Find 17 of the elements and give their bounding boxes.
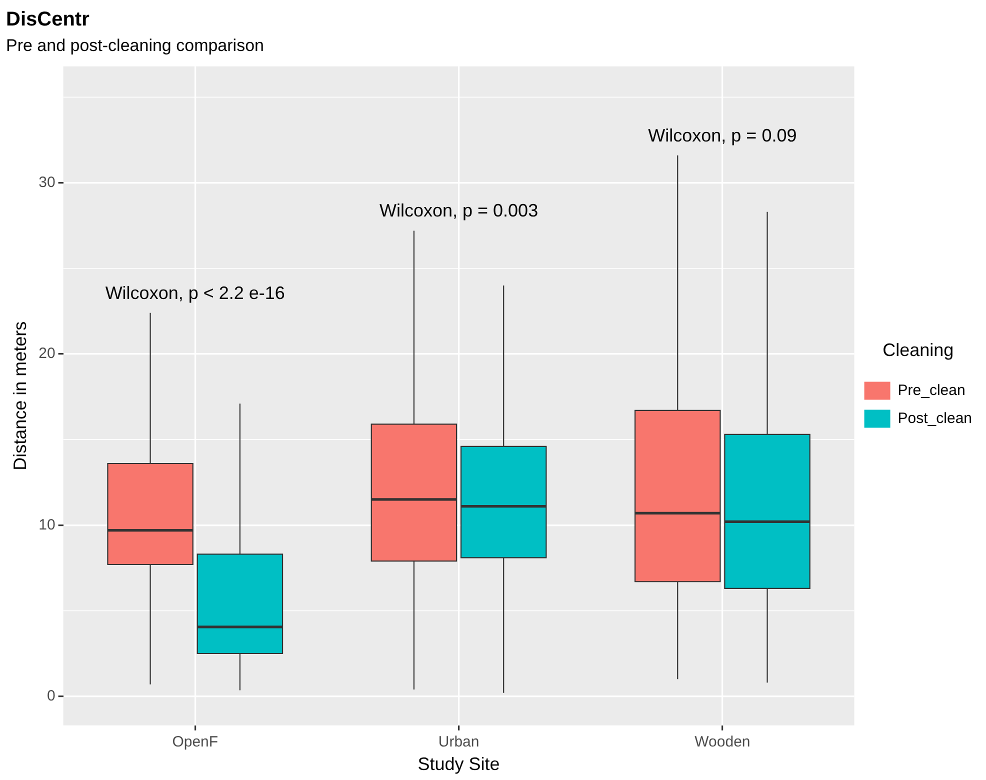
annotation: Wilcoxon, p < 2.2 e-16: [105, 282, 285, 303]
y-tick-label: 30: [38, 174, 56, 191]
x-tick-label: Urban: [438, 734, 480, 751]
x-axis-title: Study Site: [418, 754, 500, 774]
chart-title: DisCentr: [6, 8, 90, 31]
y-tick-label: 20: [38, 345, 56, 362]
y-tick-label: 0: [46, 687, 56, 704]
legend-label: Post_clean: [898, 410, 972, 427]
y-tick-label: 10: [38, 516, 56, 534]
legend-label: Pre_clean: [898, 382, 966, 399]
x-tick-label: OpenF: [172, 734, 218, 751]
x-tick-label: Wooden: [694, 734, 750, 751]
legend-title: Cleaning: [882, 340, 954, 360]
y-axis-title: Distance in meters: [10, 321, 30, 470]
chart-subtitle: Pre and post-cleaning comparison: [6, 36, 264, 55]
annotation: Wilcoxon, p = 0.09: [648, 125, 797, 146]
annotation: Wilcoxon, p = 0.003: [379, 200, 538, 221]
